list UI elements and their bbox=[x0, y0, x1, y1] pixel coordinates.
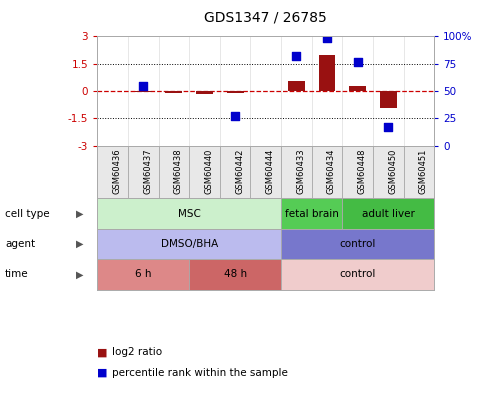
Bar bbox=[220, 146, 250, 198]
Point bbox=[354, 58, 362, 65]
Text: time: time bbox=[5, 269, 28, 279]
Text: GSM60438: GSM60438 bbox=[174, 149, 183, 194]
Bar bbox=[318, 55, 335, 91]
Text: GSM60451: GSM60451 bbox=[419, 149, 428, 194]
Bar bbox=[128, 146, 159, 198]
Text: ■: ■ bbox=[97, 347, 108, 357]
Text: GSM60448: GSM60448 bbox=[358, 149, 367, 194]
Text: GSM60450: GSM60450 bbox=[388, 149, 397, 194]
Text: GSM60442: GSM60442 bbox=[235, 149, 244, 194]
Point bbox=[292, 53, 300, 60]
Bar bbox=[135, 91, 152, 92]
Bar bbox=[404, 146, 434, 198]
Point bbox=[323, 34, 331, 41]
Bar bbox=[281, 229, 434, 259]
Bar bbox=[250, 146, 281, 198]
Text: GSM60433: GSM60433 bbox=[296, 149, 305, 194]
Bar bbox=[166, 91, 182, 93]
Text: GSM60440: GSM60440 bbox=[205, 149, 214, 194]
Bar bbox=[196, 91, 213, 94]
Bar bbox=[380, 91, 397, 108]
Bar bbox=[97, 146, 128, 198]
Bar bbox=[281, 198, 342, 229]
Text: GDS1347 / 26785: GDS1347 / 26785 bbox=[205, 10, 327, 24]
Text: fetal brain: fetal brain bbox=[285, 209, 339, 219]
Text: ▶: ▶ bbox=[76, 209, 84, 219]
Bar bbox=[97, 198, 281, 229]
Bar bbox=[342, 198, 434, 229]
Bar bbox=[373, 146, 404, 198]
Bar bbox=[342, 146, 373, 198]
Text: log2 ratio: log2 ratio bbox=[112, 347, 162, 357]
Text: MSC: MSC bbox=[178, 209, 201, 219]
Point bbox=[139, 82, 147, 89]
Bar bbox=[97, 259, 189, 290]
Bar bbox=[227, 91, 244, 93]
Bar bbox=[189, 146, 220, 198]
Text: GSM60434: GSM60434 bbox=[327, 149, 336, 194]
Text: percentile rank within the sample: percentile rank within the sample bbox=[112, 368, 288, 377]
Text: cell type: cell type bbox=[5, 209, 49, 219]
Text: control: control bbox=[339, 239, 376, 249]
Bar bbox=[312, 146, 342, 198]
Bar bbox=[281, 146, 312, 198]
Text: agent: agent bbox=[5, 239, 35, 249]
Text: 6 h: 6 h bbox=[135, 269, 152, 279]
Bar bbox=[281, 259, 434, 290]
Bar bbox=[159, 146, 189, 198]
Bar bbox=[349, 85, 366, 91]
Text: ■: ■ bbox=[97, 368, 108, 377]
Point bbox=[231, 113, 239, 119]
Bar bbox=[288, 81, 305, 91]
Text: GSM60444: GSM60444 bbox=[265, 149, 275, 194]
Text: ▶: ▶ bbox=[76, 269, 84, 279]
Point bbox=[384, 124, 392, 130]
Text: 48 h: 48 h bbox=[224, 269, 247, 279]
Text: control: control bbox=[339, 269, 376, 279]
Text: ▶: ▶ bbox=[76, 239, 84, 249]
Text: GSM60436: GSM60436 bbox=[113, 149, 122, 194]
Text: GSM60437: GSM60437 bbox=[143, 149, 152, 194]
Text: adult liver: adult liver bbox=[362, 209, 415, 219]
Bar bbox=[97, 229, 281, 259]
Text: DMSO/BHA: DMSO/BHA bbox=[161, 239, 218, 249]
Bar bbox=[189, 259, 281, 290]
